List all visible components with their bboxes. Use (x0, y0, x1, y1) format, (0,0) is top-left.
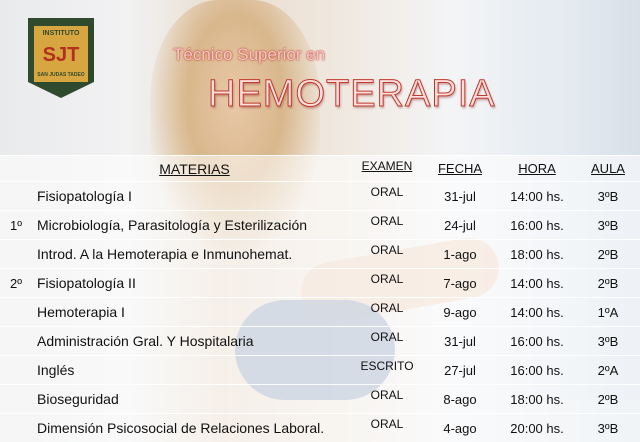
cell-aula: 2ºB (576, 385, 640, 414)
cell-examen: ORAL (352, 385, 422, 414)
cell-materia: Bioseguridad (32, 385, 352, 414)
cell-fecha: 31-jul (422, 182, 498, 211)
exam-schedule-table: MATERIAS EXAMEN FECHA HORA AULA Fisiopat… (0, 155, 640, 442)
cell-hora: 16:00 hs. (498, 356, 576, 385)
cell-year (0, 414, 32, 442)
cell-aula: 2ºB (576, 269, 640, 298)
cell-aula: 2ºB (576, 240, 640, 269)
cell-hora: 20:00 hs. (498, 414, 576, 442)
cell-examen: ORAL (352, 182, 422, 211)
cell-fecha: 24-jul (422, 211, 498, 240)
cell-aula: 1ºA (576, 298, 640, 327)
logo-badge: INSTITUTO SJT SAN JUDAS TADEO (34, 26, 88, 82)
cell-hora: 14:00 hs. (498, 269, 576, 298)
cell-fecha: 8-ago (422, 385, 498, 414)
cell-fecha: 4-ago (422, 414, 498, 442)
logo-bottom-text: SAN JUDAS TADEO (37, 72, 84, 79)
table-row: Dimensión Psicosocial de Relaciones Labo… (0, 414, 640, 442)
cell-aula: 3ºB (576, 182, 640, 211)
cell-year (0, 298, 32, 327)
title-main: HEMOTERAPIA (208, 72, 496, 116)
cell-year: 2º (0, 269, 32, 298)
header-examen: EXAMEN (352, 156, 422, 182)
header-hora: HORA (498, 156, 576, 182)
cell-aula: 3ºB (576, 414, 640, 442)
cell-fecha: 27-jul (422, 356, 498, 385)
cell-aula: 3ºB (576, 327, 640, 356)
cell-fecha: 7-ago (422, 269, 498, 298)
cell-examen: ESCRITO (352, 356, 422, 385)
table-header-row: MATERIAS EXAMEN FECHA HORA AULA (0, 156, 640, 182)
cell-materia: Inglés (32, 356, 352, 385)
cell-hora: 18:00 hs. (498, 240, 576, 269)
cell-examen: ORAL (352, 240, 422, 269)
cell-examen: ORAL (352, 414, 422, 442)
cell-hora: 14:00 hs. (498, 298, 576, 327)
institute-logo: INSTITUTO SJT SAN JUDAS TADEO (28, 18, 94, 98)
cell-year (0, 356, 32, 385)
title-subtitle: Técnico Superior en (173, 44, 325, 66)
cell-aula: 3ºB (576, 211, 640, 240)
cell-examen: ORAL (352, 327, 422, 356)
logo-main-text: SJT (43, 42, 80, 68)
cell-year (0, 327, 32, 356)
cell-examen: ORAL (352, 211, 422, 240)
cell-materia: Hemoterapia I (32, 298, 352, 327)
header-aula: AULA (576, 156, 640, 182)
cell-year (0, 240, 32, 269)
cell-materia: Microbiología, Parasitología y Esteriliz… (32, 211, 352, 240)
cell-materia: Fisiopatología II (32, 269, 352, 298)
cell-materia: Administración Gral. Y Hospitalaria (32, 327, 352, 356)
cell-examen: ORAL (352, 269, 422, 298)
header-materias: MATERIAS (32, 156, 352, 182)
header-fecha: FECHA (422, 156, 498, 182)
cell-fecha: 9-ago (422, 298, 498, 327)
logo-top-text: INSTITUTO (43, 29, 80, 38)
cell-materia: Dimensión Psicosocial de Relaciones Labo… (32, 414, 352, 442)
header-year (0, 156, 32, 182)
cell-year (0, 385, 32, 414)
cell-materia: Fisiopatología I (32, 182, 352, 211)
cell-hora: 14:00 hs. (498, 182, 576, 211)
cell-fecha: 31-jul (422, 327, 498, 356)
cell-hora: 18:00 hs. (498, 385, 576, 414)
cell-year: 1º (0, 211, 32, 240)
cell-examen: ORAL (352, 298, 422, 327)
cell-materia: Introd. A la Hemoterapia e Inmunohemat. (32, 240, 352, 269)
cell-year (0, 182, 32, 211)
cell-aula: 2ºA (576, 356, 640, 385)
cell-fecha: 1-ago (422, 240, 498, 269)
cell-hora: 16:00 hs. (498, 211, 576, 240)
table-row: Introd. A la Hemoterapia e Inmunohemat.O… (0, 240, 640, 269)
cell-hora: 16:00 hs. (498, 327, 576, 356)
